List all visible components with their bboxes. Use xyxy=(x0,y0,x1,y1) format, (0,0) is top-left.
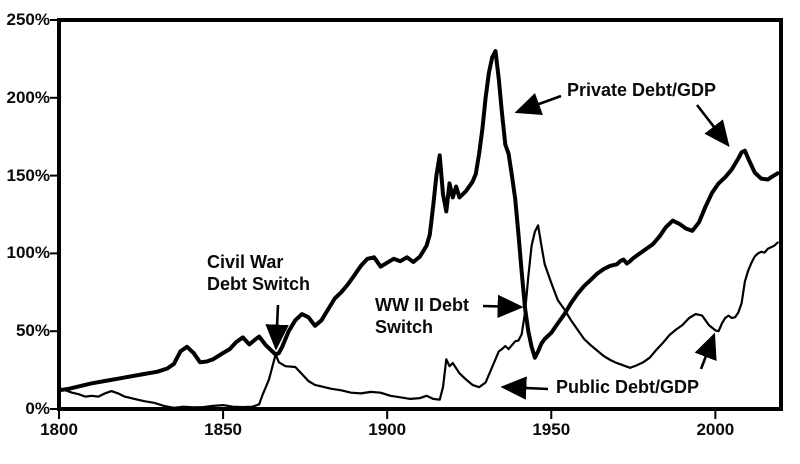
public-debt-label: Public Debt/GDP xyxy=(556,377,700,397)
x-tick-label-1950: 1950 xyxy=(532,420,571,439)
wwii-annotation: WW II Debt Switch xyxy=(375,294,469,338)
axis-ticks xyxy=(50,19,717,419)
private-debt-label: Private Debt/GDP xyxy=(567,80,717,100)
y-tick-label-0: 0% xyxy=(25,399,50,418)
annotation-arrows xyxy=(265,93,730,400)
public-debt-arrow-left xyxy=(500,376,549,400)
y-tick-label-100: 100% xyxy=(6,243,50,263)
y-tick-label-150: 150% xyxy=(6,165,50,185)
x-tick-label-1850: 1850 xyxy=(204,420,242,439)
series-lines xyxy=(57,49,780,409)
wwii-annotation-line1: WW II Debt xyxy=(375,295,469,315)
wwii-annotation-line2: Switch xyxy=(375,317,434,337)
x-tick-label-2000: 2000 xyxy=(696,420,735,439)
y-tick-label-50: 50% xyxy=(15,321,50,341)
wwii-arrow xyxy=(482,294,524,319)
civil-war-annotation-line1: Civil War xyxy=(207,252,284,272)
x-tick-label-1900: 1900 xyxy=(368,420,407,439)
y-tick-label-200: 200% xyxy=(6,87,50,107)
private-debt-arrow-right xyxy=(695,104,730,148)
private-debt-arrow-left xyxy=(514,93,562,115)
public-debt-arrow-up xyxy=(694,332,717,370)
plot-border xyxy=(57,18,783,411)
civil-war-arrow xyxy=(265,304,289,351)
civil-war-annotation-line2: Debt Switch xyxy=(207,274,311,294)
y-tick-label-250: 250% xyxy=(6,10,50,29)
civil-war-annotation: Civil War Debt Switch xyxy=(207,251,310,295)
public-debt-gdp-line xyxy=(57,224,779,409)
x-tick-label-1800: 1800 xyxy=(40,420,78,439)
private-debt-gdp-line xyxy=(57,49,780,393)
